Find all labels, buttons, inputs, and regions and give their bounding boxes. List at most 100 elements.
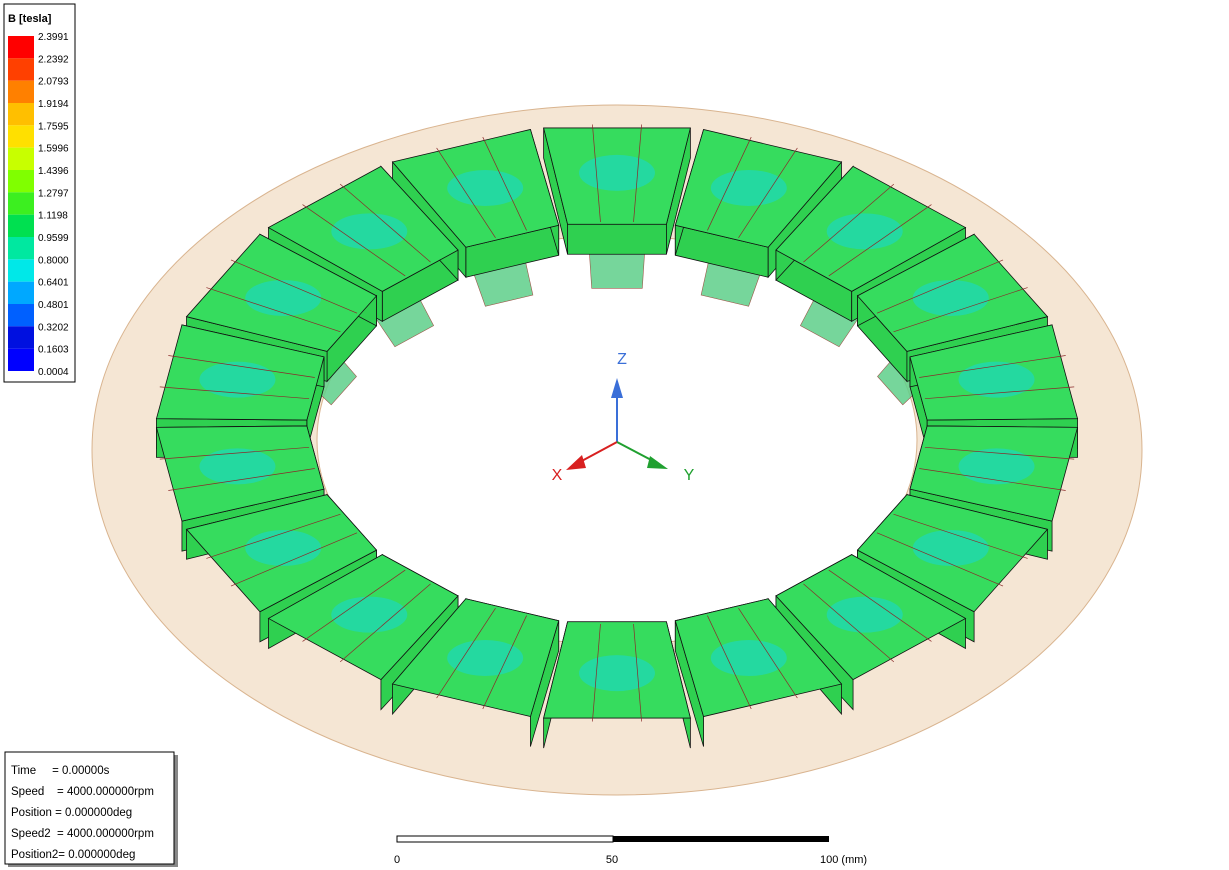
field-spot	[331, 596, 408, 633]
tooth-edge	[436, 608, 496, 699]
tooth-edge	[919, 355, 1066, 378]
tooth	[543, 124, 691, 289]
legend-label: 0.9599	[38, 233, 69, 244]
tooth-edge	[924, 386, 1075, 400]
field-spot	[331, 213, 408, 250]
field-spot	[579, 655, 655, 692]
field-spot	[199, 448, 276, 485]
tooth-edge	[633, 623, 642, 722]
tooth-edge	[230, 532, 358, 587]
tooth-edge	[168, 468, 315, 491]
tooth-edge	[707, 136, 752, 231]
tooth-edge	[302, 204, 406, 277]
field-spot	[245, 530, 322, 567]
tooth-side	[567, 223, 667, 255]
legend-label: 1.5996	[38, 144, 69, 155]
z-arrow	[611, 378, 623, 398]
info-line: Position2= 0.000000deg	[11, 849, 135, 861]
tooth-edge	[339, 583, 431, 663]
legend-label: 0.8000	[38, 255, 69, 266]
tooth-edge	[803, 583, 895, 663]
field-spot	[199, 361, 276, 398]
legend-swatch	[8, 170, 34, 193]
tooth-edge	[159, 386, 310, 400]
tooth-edge	[924, 446, 1075, 460]
tooth-edge	[876, 259, 1004, 314]
scale-bar-black	[613, 836, 829, 842]
legend-label: 1.2797	[38, 188, 69, 199]
tooth-edge	[436, 147, 496, 238]
tooth-edge	[633, 124, 642, 223]
field-spot	[912, 530, 989, 567]
legend-label: 0.1603	[38, 345, 69, 356]
legend-swatch	[8, 103, 34, 126]
tooth-edge	[592, 124, 601, 223]
tooth-edge	[919, 468, 1066, 491]
x-arrow	[566, 455, 586, 470]
info-box: Time = 0.00000s Speed = 4000.000000rpm Pos…	[4, 751, 178, 867]
field-spot	[579, 154, 655, 191]
tooth	[543, 621, 691, 749]
tooth	[674, 597, 843, 747]
tooth-edge	[707, 615, 752, 710]
field-spot	[958, 361, 1035, 398]
field-spot	[447, 169, 524, 206]
scale-bar: 0 50 100 (mm)	[394, 835, 867, 866]
x-axis	[577, 441, 618, 464]
legend-swatch	[8, 237, 34, 260]
tooth-edge	[828, 569, 932, 642]
legend: B [tesla] 2.3991 2.2392 2.0793 1.9194 1.7595…	[3, 3, 76, 383]
field-spot	[710, 640, 787, 677]
field-spot	[710, 169, 787, 206]
tooth-edge	[738, 608, 798, 699]
teeth	[155, 124, 1079, 749]
axis-triad: Z X Y	[552, 351, 695, 484]
legend-label: 2.0793	[38, 77, 69, 88]
tooth-edge	[876, 532, 1004, 587]
legend-swatch	[8, 58, 34, 81]
legend-label: 1.7595	[38, 121, 69, 132]
tooth	[185, 493, 378, 643]
field-spot	[958, 448, 1035, 485]
info-line: Speed2 = 4000.000000rpm	[11, 828, 154, 840]
y-label: Y	[684, 467, 695, 484]
legend-title: B [tesla]	[8, 13, 52, 25]
tooth-edge	[482, 615, 527, 710]
field-spot	[826, 213, 903, 250]
y-axis	[616, 441, 656, 463]
scale-bar-white	[396, 835, 614, 843]
tooth-edge	[339, 183, 431, 263]
info-line: Speed = 4000.000000rpm	[11, 786, 154, 798]
legend-label: 1.1198	[38, 211, 68, 222]
legend-swatch	[8, 304, 34, 327]
scale-label: 50	[606, 854, 618, 866]
tooth-edge	[893, 287, 1028, 333]
tooth	[775, 165, 967, 348]
tooth	[391, 597, 560, 747]
tooth	[909, 324, 1079, 475]
legend-swatch	[8, 281, 34, 304]
legend-label: 0.6401	[38, 278, 69, 289]
legend-swatch	[8, 326, 34, 349]
legend-label: 2.2392	[38, 54, 69, 65]
legend-label: 0.4801	[38, 300, 69, 311]
tooth-edge	[168, 355, 315, 378]
tooth-edge	[893, 513, 1028, 559]
field-spot	[912, 279, 989, 316]
field-spot	[826, 596, 903, 633]
info-line: Time = 0.00000s	[11, 765, 110, 777]
legend-label: 1.4396	[38, 166, 69, 177]
legend-swatch	[8, 259, 34, 282]
info-panel	[4, 751, 175, 865]
legend-swatch	[8, 36, 34, 59]
tooth-edge	[828, 204, 932, 277]
tooth-edge	[230, 259, 358, 314]
legend-swatch	[8, 192, 34, 215]
scale-label: 100 (mm)	[820, 854, 867, 866]
tooth-edge	[803, 183, 895, 263]
legend-label: 0.3202	[38, 322, 69, 333]
scale-label: 0	[394, 854, 400, 866]
tooth-edge	[206, 287, 341, 333]
legend-swatch	[8, 348, 34, 371]
legend-swatch	[8, 214, 34, 237]
